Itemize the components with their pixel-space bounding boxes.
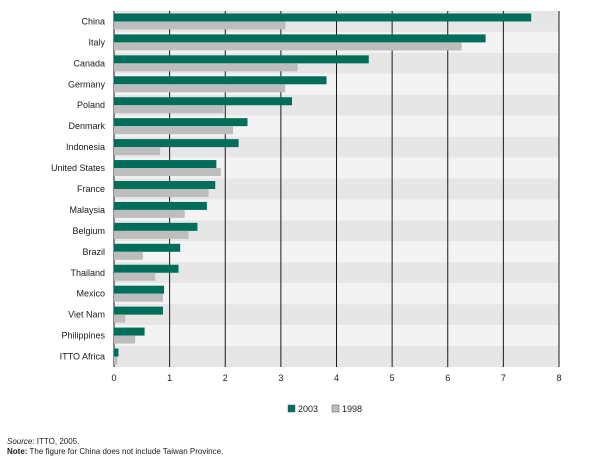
source-line: Source: ITTO, 2005. — [7, 437, 223, 447]
bar-2003-malaysia — [114, 201, 207, 210]
legend-label: 2003 — [298, 404, 318, 414]
bar-2003-canada — [114, 55, 369, 64]
bar-2003-itto-africa — [114, 348, 119, 357]
bar-2003-viet-nam — [114, 306, 163, 315]
category-label: Mexico — [76, 289, 105, 299]
category-label: ITTO Africa — [60, 352, 105, 362]
legend-swatch — [287, 404, 296, 413]
x-tick-label: 6 — [445, 373, 450, 383]
bar-1998-malaysia — [114, 209, 185, 218]
category-label: Malaysia — [69, 205, 105, 215]
x-axis: 0 1 2 3 4 5 6 7 8 — [111, 373, 561, 383]
category-label: Viet Nam — [68, 310, 105, 320]
category-label: Denmark — [68, 121, 105, 131]
legend-label: 1998 — [342, 404, 362, 414]
bar-chart: China Italy Canada Germany Poland Denmark Indo… — [51, 11, 562, 414]
bar-2003-poland — [114, 97, 292, 106]
category-label: Thailand — [70, 268, 105, 278]
category-labels: China Italy Canada Germany Poland Denmark Indo… — [51, 16, 106, 361]
bar-1998-italy — [114, 42, 462, 51]
category-label: Germany — [68, 79, 106, 89]
bar-2003-brazil — [114, 243, 181, 252]
category-label: Brazil — [82, 247, 105, 257]
category-label: United States — [51, 163, 106, 173]
bar-2003-thailand — [114, 264, 179, 273]
bar-2003-denmark — [114, 118, 248, 127]
bar-1998-indonesia — [114, 147, 161, 156]
x-tick-label: 2 — [223, 373, 228, 383]
bar-1998-germany — [114, 84, 286, 93]
category-label: China — [81, 16, 105, 26]
bar-1998-poland — [114, 105, 224, 114]
x-tick-label: 3 — [278, 373, 283, 383]
bar-2003-italy — [114, 34, 486, 43]
bar-2003-france — [114, 180, 216, 189]
source-label: Source: — [7, 437, 35, 446]
bar-1998-philippines — [114, 335, 136, 344]
source-text: ITTO, 2005. — [34, 437, 80, 446]
category-label: Belgium — [72, 226, 105, 236]
x-tick-label: 0 — [111, 373, 116, 383]
bar-1998-united-states — [114, 168, 221, 177]
bar-2003-philippines — [114, 327, 145, 336]
bar-2003-indonesia — [114, 139, 239, 148]
bar-2003-belgium — [114, 222, 198, 231]
bars — [114, 13, 532, 365]
bar-1998-itto-africa — [114, 356, 118, 365]
category-label: Canada — [73, 58, 105, 68]
bar-1998-denmark — [114, 126, 234, 135]
bar-2003-mexico — [114, 285, 165, 294]
category-label: Poland — [77, 100, 105, 110]
bar-2003-germany — [114, 76, 327, 85]
bar-1998-canada — [114, 63, 298, 72]
x-tick-label: 8 — [556, 373, 561, 383]
bar-1998-mexico — [114, 293, 163, 302]
bar-1998-france — [114, 188, 209, 197]
note-text: The figure for China does not include Ta… — [27, 447, 224, 456]
bar-1998-china — [114, 21, 286, 30]
category-label: Italy — [88, 37, 105, 47]
chart-footer: Source: ITTO, 2005. Note: The figure for… — [7, 437, 223, 457]
bar-1998-belgium — [114, 230, 189, 239]
bar-1998-brazil — [114, 251, 143, 260]
bar-2003-china — [114, 13, 532, 22]
bar-1998-thailand — [114, 272, 156, 281]
legend-swatch — [331, 404, 340, 413]
bar-2003-united-states — [114, 160, 217, 169]
category-label: Indonesia — [66, 142, 105, 152]
note-label: Note: — [7, 447, 28, 456]
x-tick-label: 4 — [334, 373, 339, 383]
x-tick-label: 7 — [501, 373, 506, 383]
note-line: Note: The figure for China does not incl… — [7, 447, 223, 457]
legend: 2003 1998 — [287, 404, 362, 414]
x-tick-label: 5 — [390, 373, 395, 383]
x-tick-label: 1 — [167, 373, 172, 383]
category-label: France — [77, 184, 105, 194]
bar-1998-viet-nam — [114, 314, 126, 323]
category-label: Philippines — [61, 331, 105, 341]
